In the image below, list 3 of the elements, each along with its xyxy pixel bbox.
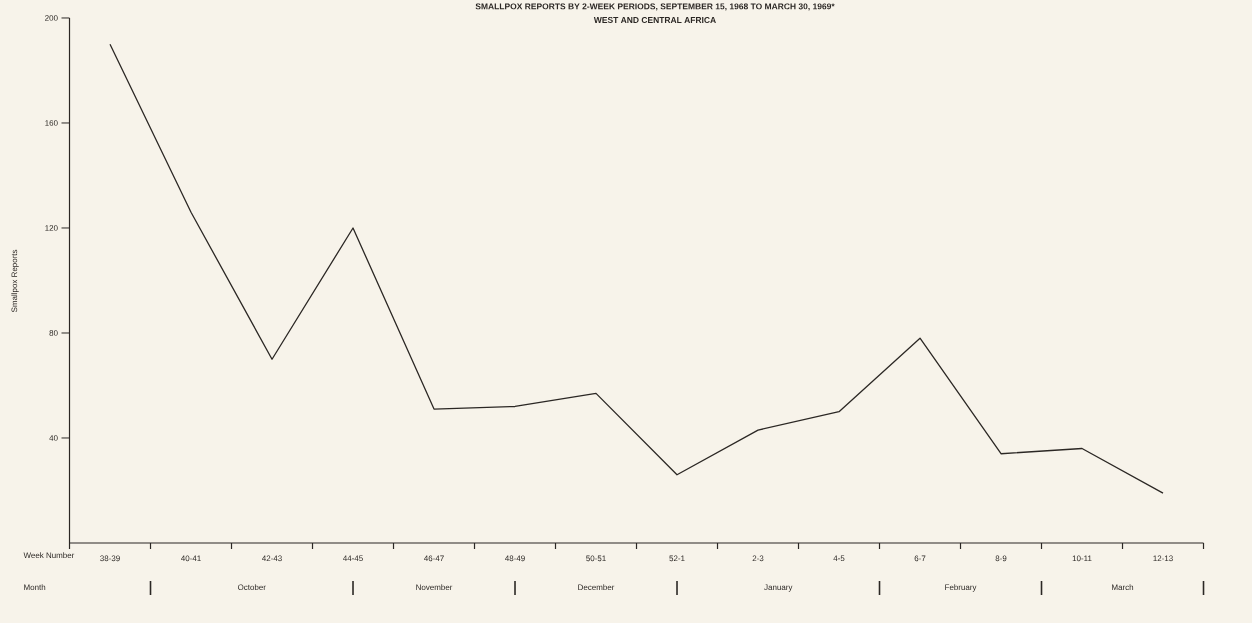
chart-subtitle: WEST AND CENTRAL AFRICA <box>593 17 716 23</box>
line-series <box>109 43 1164 494</box>
chart-title: SMALLPOX REPORTS BY 2-WEEK PERIODS, SEPTEMBER 15, 1968 TO MARCH 30, 1969* <box>475 3 835 11</box>
